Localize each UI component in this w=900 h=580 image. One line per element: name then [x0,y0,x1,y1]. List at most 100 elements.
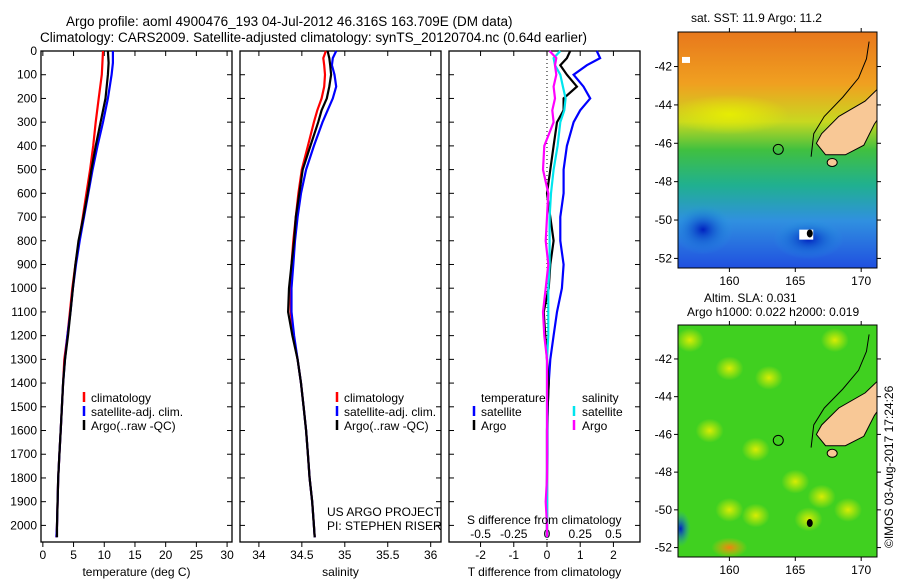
salinity-legend-argo: Argo(..raw -QC) [344,419,429,433]
x-tick-label: 5 [70,548,77,562]
x-tick-label: 25 [190,548,204,562]
diff-legend-t-argo: Argo [481,419,507,433]
lat-tick-label: -46 [655,136,673,150]
new-zealand-land [815,380,877,447]
lat-tick-label: -50 [655,213,673,227]
stewart-island [826,157,838,167]
temperature-legend-argo: Argo(..raw -QC) [91,419,176,433]
y-tick-label: 1600 [10,424,37,438]
coastline [810,41,870,157]
diff-legend-temperature-header: temperature [481,391,546,405]
x-axis-label: salinity [322,565,359,579]
map-frame [677,324,878,558]
profile-location-marker [772,434,784,446]
y-tick-label: 1800 [10,471,37,485]
sst-map: -42 -44 -46 -48 -50 -52 160 165 170 [655,28,881,288]
profile-location-marker [772,143,784,155]
x-tick-label: 30 [220,548,234,562]
title-line-1: Argo profile: aoml 4900476_193 04-Jul-20… [66,14,513,29]
s-axis-label: S difference from climatology [467,513,622,527]
y-tick-label: 200 [17,91,37,105]
sla-field [678,325,877,557]
sst-field [678,32,877,268]
lat-tick-label: -50 [655,503,673,517]
x-tick-label: 35.5 [376,548,400,562]
x-tick-label: 34.5 [290,548,314,562]
lat-tick-label: -52 [655,251,673,265]
y-tick-label: 900 [17,257,37,271]
temperature-legend-satellite: satellite-adj. clim. [91,405,183,419]
s-tick-label: 0.5 [605,527,622,541]
title-line-2: Climatology: CARS2009. Satellite-adjuste… [40,30,587,45]
auckland-islands [806,229,813,238]
series-line-magenta [541,50,558,538]
y-tick-label: 100 [17,68,37,82]
lon-tick-label: 170 [851,274,871,288]
series-line-black [55,50,110,538]
y-tick-label: 800 [17,234,37,248]
missing-data-patch [799,229,814,240]
s-tick-label: 0.25 [569,527,593,541]
x-axis-label: temperature (deg C) [82,565,190,579]
sla-map-title-1: Altim. SLA: 0.031 [704,291,797,305]
s-tick-label: -0.5 [470,527,491,541]
s-tick-label: -0.25 [500,527,528,541]
temperature-legend-climatology: climatology [91,391,151,405]
lat-tick-label: -48 [655,175,673,189]
y-tick-label: 1200 [10,329,37,343]
new-zealand-land [815,88,877,156]
y-tick-label: 600 [17,186,37,200]
stewart-island [826,448,838,458]
salinity-panel: 34 34.5 35 35.5 36 salinity [239,50,442,579]
lat-tick-label: -42 [655,60,673,74]
y-tick-label: 1700 [10,447,37,461]
y-tick-label: 1500 [10,400,37,414]
pi-annotation: PI: STEPHEN RISER [327,519,442,533]
lon-tick-label: 160 [719,274,739,288]
y-tick-label: 400 [17,139,37,153]
diff-legend-t-satellite: satellite [481,405,522,419]
temperature-panel: 0100200300400500600700800900100011001200… [10,44,234,579]
series-line-black [286,50,333,538]
lat-tick-label: -44 [655,98,673,112]
y-tick-label: 700 [17,210,37,224]
x-tick-label: -2 [475,548,486,562]
auckland-islands [806,519,813,528]
diff-legend-s-satellite: satellite [582,405,623,419]
diff-legend-salinity-header: salinity [582,391,619,405]
lat-tick-label: -44 [655,390,673,404]
x-tick-label: 35 [338,548,352,562]
y-tick-label: 2000 [10,518,37,532]
sst-map-title: sat. SST: 11.9 Argo: 11.2 [691,11,822,25]
lat-tick-label: -42 [655,352,673,366]
x-tick-label: 0 [39,548,46,562]
lat-tick-label: -52 [655,541,673,555]
plot-frame [40,50,233,543]
diff-legend-s-argo: Argo [582,419,608,433]
coastline [810,334,870,448]
lat-tick-label: -48 [655,465,673,479]
x-tick-label: 1 [577,548,584,562]
lat-tick-label: -46 [655,427,673,441]
sla-map-title-2: Argo h1000: 0.022 h2000: 0.019 [687,305,859,319]
project-annotation: US ARGO PROJECT [327,505,442,519]
x-tick-label: 20 [159,548,173,562]
lon-tick-label: 170 [851,563,871,577]
x-tick-label: -1 [508,548,519,562]
y-tick-label: 1100 [11,305,37,319]
x-tick-label: 2 [610,548,617,562]
y-tick-label: 1000 [10,281,37,295]
lon-tick-label: 165 [785,563,805,577]
lon-tick-label: 160 [719,563,739,577]
y-tick-label: 1300 [10,352,37,366]
sla-map: -42 -44 -46 -48 -50 -52 160 165 170 [655,321,881,577]
x-axis-label: T difference from climatology [468,565,622,579]
y-tick-label: 500 [17,163,37,177]
x-tick-label: 0 [544,548,551,562]
x-tick-label: 36 [424,548,438,562]
difference-panel: -2 -1 0 1 2 T difference from climatology -0.5… [448,50,641,579]
y-tick-label: 1900 [10,495,37,509]
salinity-legend-satellite: satellite-adj. clim. [344,405,436,419]
imos-credit: ©IMOS 03-Aug-2017 17:24:26 [882,385,896,548]
